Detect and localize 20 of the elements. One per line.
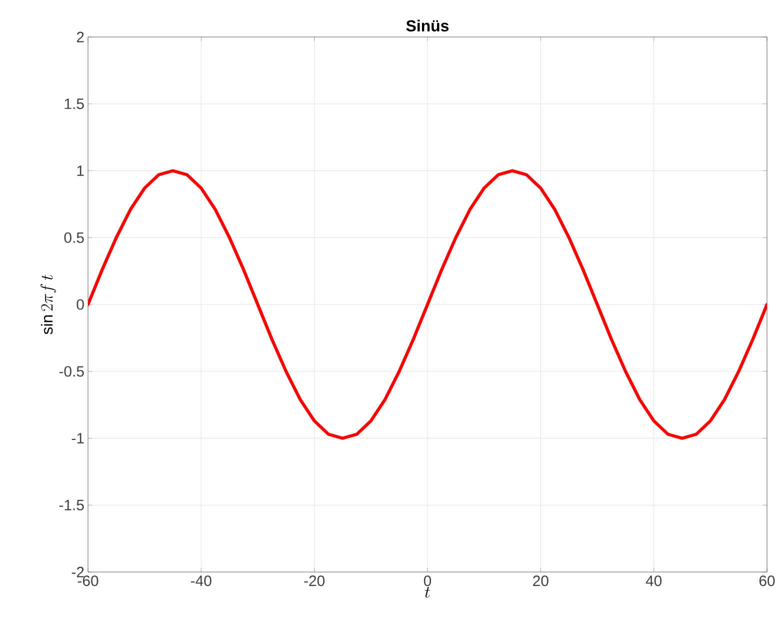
x-tick-label: -60	[78, 576, 98, 586]
line-series	[88, 169, 767, 440]
x-axis-title: $t$	[424, 586, 430, 598]
x-tick-label: 60	[759, 576, 775, 586]
y-tick-label: -1	[72, 433, 84, 444]
chart-title: Sinüs	[406, 20, 449, 32]
y-tick-label: 0	[76, 299, 84, 310]
x-tick-label: -20	[304, 576, 325, 586]
y-tick-label: -0.5	[59, 366, 84, 377]
x-tick-label: 0	[424, 576, 432, 586]
y-tick-label: 2	[76, 32, 84, 42]
x-tick-label: 40	[646, 576, 662, 586]
y-tick-label: 0.5	[64, 232, 84, 243]
y-tick-label: -2	[72, 566, 84, 578]
x-tick-label: 20	[533, 576, 548, 586]
y-tick-label: -1.5	[59, 500, 84, 510]
x-tick-label: -40	[191, 576, 212, 586]
y-axis-title: $\sin 2\pi f\,t$	[40, 274, 56, 334]
y-tick-label: 1	[77, 166, 84, 176]
y-tick-label: 1.5	[64, 98, 84, 110]
